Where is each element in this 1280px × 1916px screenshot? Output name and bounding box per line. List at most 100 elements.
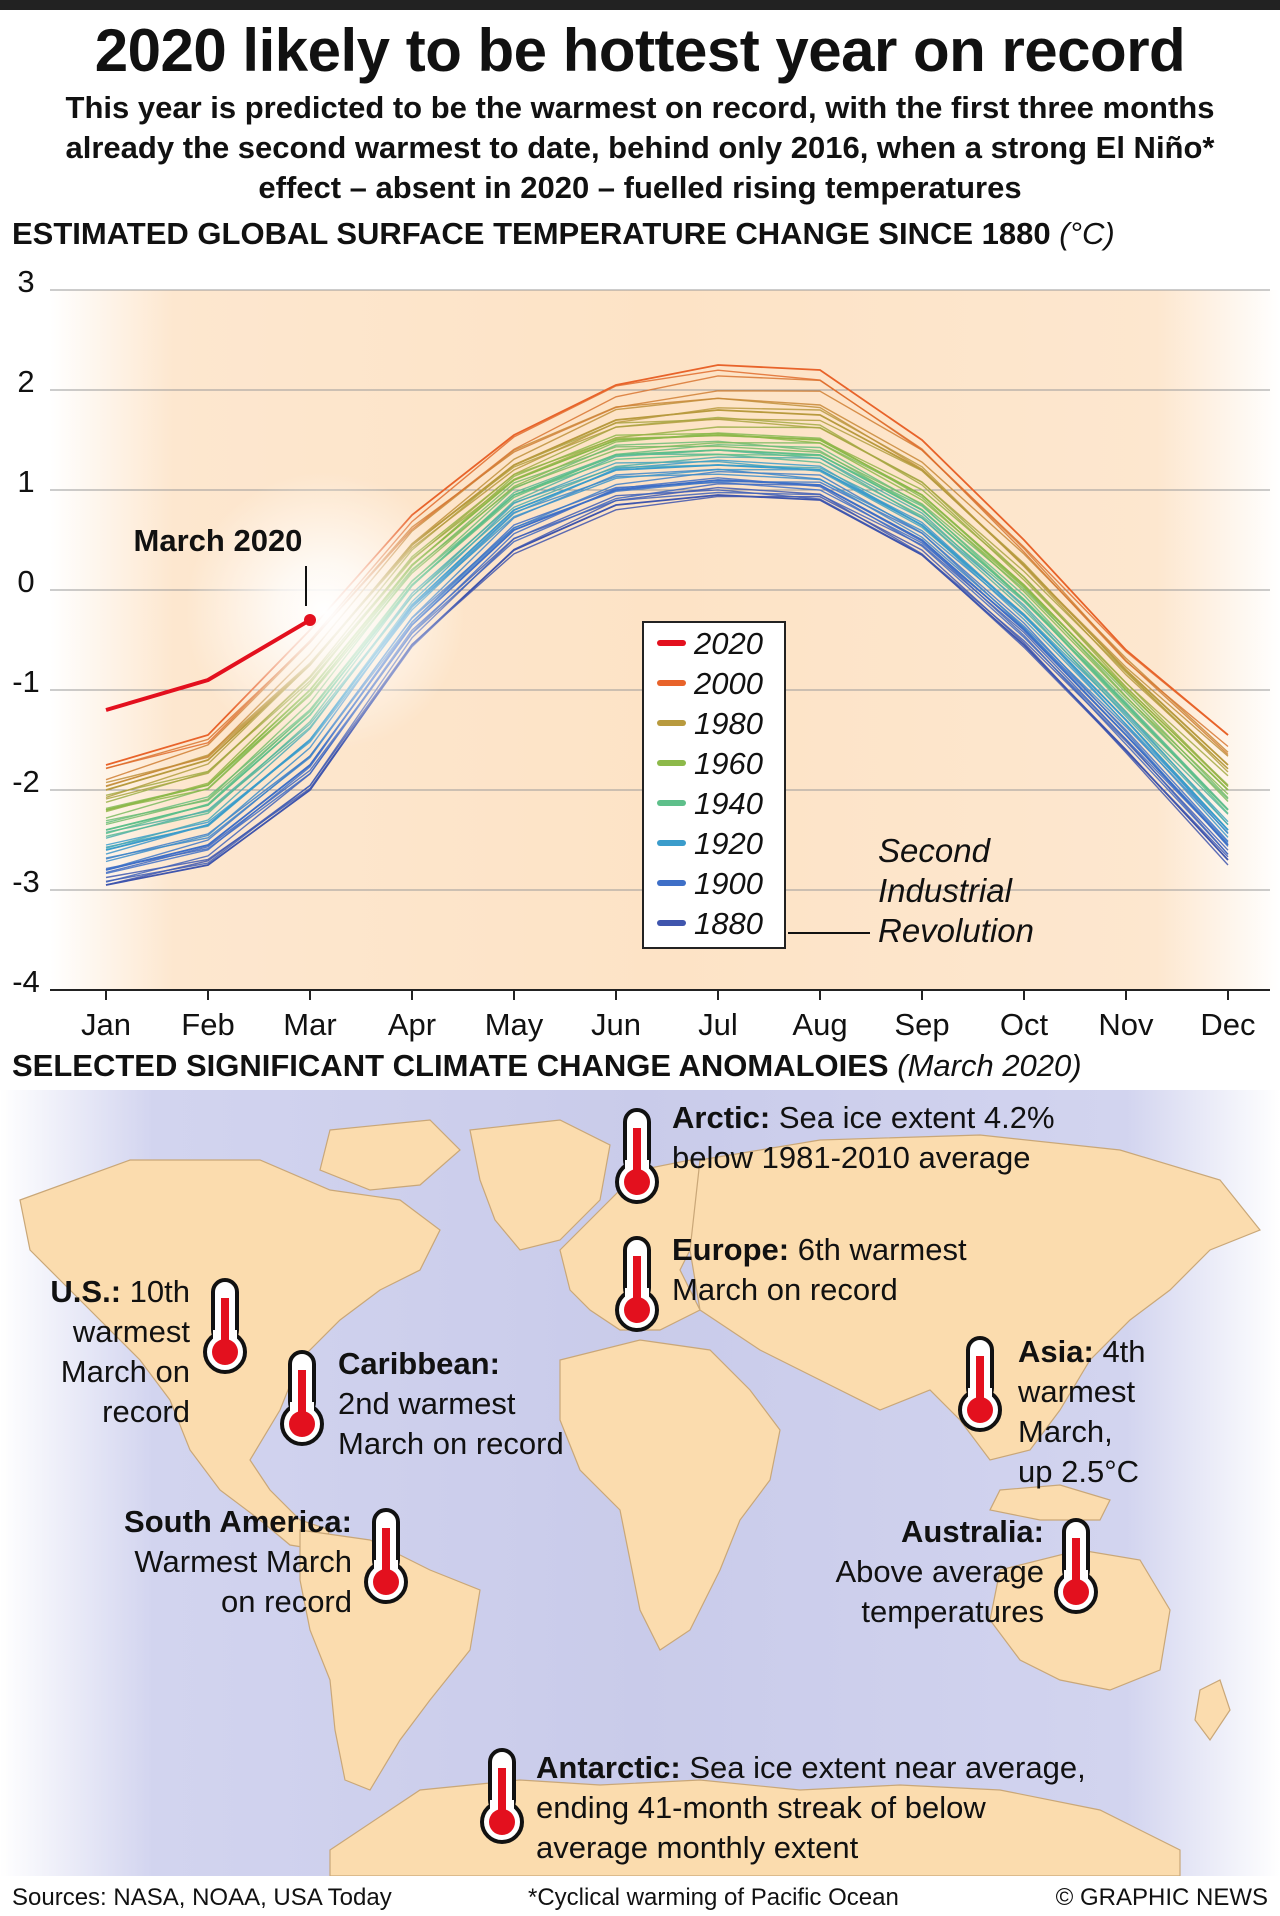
footer-credit: © GRAPHIC NEWS [1055, 1884, 1268, 1911]
sun-glare [185, 472, 465, 752]
series-2020-line [105, 618, 312, 712]
callout-australia-line2: temperatures [861, 1594, 1044, 1629]
legend-label: 2000 [693, 666, 763, 701]
x-tick-label: Jan [81, 1007, 131, 1042]
callout-australia: Australia: Above average temperatures [780, 1512, 1044, 1632]
thermometer-icon [480, 1748, 524, 1844]
series-1880-band-line [105, 491, 1229, 883]
x-tick-label: Dec [1200, 1007, 1255, 1042]
landmass-arctic-islands [319, 1119, 461, 1191]
callout-us-line2: warmest [72, 1314, 190, 1349]
callout-arctic-line1: Sea ice extent 4.2% [778, 1100, 1055, 1135]
map-heading-unit: (March 2020) [897, 1048, 1082, 1083]
series-1900-line [105, 479, 1229, 871]
x-tick-label: Jun [591, 1007, 641, 1042]
thermometer-icon [615, 1108, 659, 1204]
x-tick-label: Oct [1000, 1007, 1049, 1042]
revolution-label-1: Second [878, 832, 992, 869]
callout-asia-line2: warmest [1018, 1374, 1136, 1409]
callout-antarctic-line1: Sea ice extent near average, [689, 1750, 1086, 1785]
callout-south-america-line1: Warmest March [134, 1544, 352, 1579]
callout-antarctic-region: Antarctic: [536, 1750, 681, 1785]
series-1900-band-line [105, 470, 1229, 860]
y-tick-label: 0 [17, 564, 34, 599]
series-1880-band-line [105, 477, 1229, 870]
thermometers [203, 1108, 1098, 1844]
series-1900-band-line [105, 468, 1229, 859]
callout-asia-line3: March, [1018, 1414, 1113, 1449]
callout-caribbean: Caribbean: 2nd warmest March on record [338, 1344, 564, 1464]
series-1920-band-line [105, 459, 1229, 846]
legend: 2020 2000 1980 1960 1940 1920 1900 1880 [657, 626, 763, 941]
x-tick-label: Aug [792, 1007, 847, 1042]
temperature-chart: 3 2 1 0 -1 -2 -3 -4 Jan Feb Mar Apr May Jun Jul Aug Sep… [12, 264, 1280, 1042]
map-heading-text: Selected Significant Climate Change Anom… [12, 1048, 889, 1083]
callout-caribbean-region: Caribbean: [338, 1346, 500, 1381]
revolution-label-2: Industrial [878, 872, 1014, 909]
legend-label: 1940 [694, 786, 763, 821]
x-axis-ticks: Jan Feb Mar Apr May Jun Jul Aug Sep Oct Nov Dec [81, 990, 1256, 1042]
callout-australia-region: Australia: [901, 1514, 1044, 1549]
y-tick-label: -4 [12, 964, 40, 999]
chart-heading-unit: (°C) [1059, 216, 1115, 251]
landmass-indonesia [989, 1484, 1111, 1521]
callout-us-region: U.S.: [50, 1274, 122, 1309]
landmass-australia [989, 1549, 1171, 1691]
callout-arctic-region: Arctic: [672, 1100, 771, 1135]
landmass-new-zealand [1194, 1679, 1231, 1742]
legend-label: 2020 [693, 626, 763, 661]
thermometer-icon [280, 1350, 324, 1446]
x-tick-label: Apr [388, 1007, 436, 1042]
thermometer-icon [364, 1508, 408, 1604]
landmass-asia [689, 1134, 1261, 1461]
callout-us-line1: 10th [129, 1274, 190, 1309]
callout-arctic: Arctic: Sea ice extent 4.2% below 1981-2… [672, 1098, 1055, 1178]
callout-europe-line2: March on record [672, 1272, 898, 1307]
callout-south-america-region: South America: [124, 1504, 352, 1539]
series-1880-band-line [105, 486, 1229, 879]
thermometer-icon [615, 1236, 659, 1332]
y-axis-ticks: 3 2 1 0 -1 -2 -3 -4 [12, 264, 40, 999]
landmass-greenland [469, 1119, 611, 1251]
callout-caribbean-line1: 2nd warmest [338, 1386, 516, 1421]
callout-arctic-line2: below 1981-2010 average [672, 1140, 1031, 1175]
thermometer-icon [1054, 1518, 1098, 1614]
callout-antarctic-line3: average monthly extent [536, 1830, 859, 1865]
callout-south-america: South America: Warmest March on record [40, 1502, 352, 1622]
callout-asia-region: Asia: [1018, 1334, 1094, 1369]
legend-label: 1880 [694, 906, 763, 941]
callout-asia: Asia: 4th warmest March, up 2.5°C [1018, 1332, 1146, 1492]
legend-label: 1920 [694, 826, 763, 861]
callout-us-line4: record [102, 1394, 190, 1429]
callout-south-america-line2: on record [221, 1584, 352, 1619]
chart-heading-text: Estimated Global Surface Temperature Cha… [12, 216, 1051, 251]
chart-heading: Estimated Global Surface Temperature Cha… [12, 216, 1115, 252]
series-1920-line [105, 464, 1229, 851]
x-tick-label: Feb [181, 1007, 234, 1042]
callout-europe-line1: 6th warmest [797, 1232, 967, 1267]
march-2020-label: March 2020 [134, 523, 303, 558]
callout-europe: Europe: 6th warmest March on record [672, 1230, 967, 1310]
footer-sources: Sources: NASA, NOAA, USA Today [12, 1884, 392, 1911]
footer: Sources: NASA, NOAA, USA Today *Cyclical… [0, 1876, 1280, 1916]
y-tick-label: 3 [17, 264, 34, 299]
callout-us-line3: March on [60, 1354, 190, 1389]
landmass-antarctica [329, 1779, 1181, 1876]
legend-label: 1960 [694, 746, 763, 781]
x-tick-label: Mar [283, 1007, 336, 1042]
map-heading: Selected Significant Climate Change Anom… [12, 1048, 1082, 1084]
callout-europe-region: Europe: [672, 1232, 790, 1267]
x-tick-label: Nov [1098, 1007, 1154, 1042]
callout-asia-line1: 4th [1102, 1334, 1146, 1369]
thermometer-icon [958, 1336, 1002, 1432]
thermometer-icon [203, 1278, 247, 1374]
callout-us: U.S.: 10th warmest March on record [20, 1272, 190, 1432]
callout-antarctic-line2: ending 41-month streak of below [536, 1790, 986, 1825]
footer-note: *Cyclical warming of Pacific Ocean [528, 1884, 899, 1911]
legend-box [642, 621, 786, 949]
series-2020-group [105, 614, 316, 712]
x-tick-label: May [485, 1007, 544, 1042]
callout-australia-line1: Above average [835, 1554, 1044, 1589]
page-title: 2020 likely to be hottest year on record [94, 17, 1186, 84]
x-tick-label: Jul [698, 1007, 738, 1042]
